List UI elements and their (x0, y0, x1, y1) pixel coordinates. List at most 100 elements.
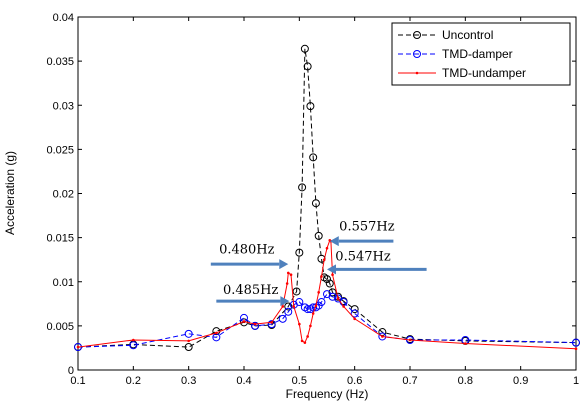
data-point-tmd-damper (295, 298, 304, 307)
y-tick-label: 0.005 (46, 321, 74, 333)
data-point-uncontrol (298, 183, 307, 192)
data-point-uncontrol (323, 275, 331, 284)
data-point-tmd-undamper (292, 305, 296, 308)
legend-marker-tmd-undamper (415, 71, 419, 75)
data-point-tmd-undamper (270, 321, 273, 324)
data-point-tmd-undamper (336, 297, 340, 300)
data-point-tmd-undamper (464, 342, 467, 345)
series-line-tmd-damper (77, 293, 577, 348)
data-point-uncontrol (328, 288, 337, 297)
annotation-arrow-head (327, 264, 336, 275)
data-point-tmd-undamper (331, 273, 334, 276)
data-point-tmd-damper (350, 309, 359, 318)
x-tick-label: 0.7 (402, 375, 417, 387)
data-point-uncontrol (300, 44, 309, 53)
data-point-tmd-undamper (317, 291, 321, 294)
data-point-uncontrol (314, 231, 323, 240)
annotation-label: 0.480Hz (219, 243, 275, 258)
x-tick-label: 0.8 (458, 375, 473, 387)
x-tick-label: 0.3 (181, 375, 196, 387)
y-tick-label: 0.02 (53, 189, 74, 201)
data-point-tmd-damper (317, 298, 326, 307)
x-tick-label: 0.9 (513, 375, 528, 387)
annotation-label: 0.547Hz (335, 250, 391, 265)
legend-label-uncontrol: Uncontrol (442, 28, 493, 42)
legend-marker-uncontrol (413, 31, 421, 39)
data-point-tmd-undamper (76, 345, 80, 349)
x-axis-ticks: 0.1 0.2 0.3 0.4 0.5 0.6 0.7 0.8 0.9 1 (70, 17, 579, 387)
x-tick-label: 0.6 (347, 375, 362, 387)
legend: Uncontrol TMD-damper TMD-undamper (391, 22, 571, 86)
data-point-uncontrol (295, 248, 304, 257)
annotation-arrow-head (280, 296, 290, 307)
data-point-uncontrol (311, 199, 320, 208)
annotation-label: 0.485Hz (223, 283, 279, 298)
data-point-tmd-undamper (325, 246, 329, 250)
x-tick-label: 0.2 (126, 375, 141, 387)
data-point-tmd-undamper (298, 322, 301, 326)
data-point-tmd-undamper (353, 317, 356, 321)
data-point-tmd-undamper (311, 312, 315, 315)
data-point-tmd-undamper (342, 305, 345, 308)
legend-label-tmd-undamper: TMD-undamper (442, 66, 526, 80)
data-point-tmd-undamper (285, 282, 289, 285)
annotation-arrow-head (329, 236, 339, 247)
data-point-uncontrol (184, 343, 193, 352)
data-point-tmd-undamper (574, 347, 578, 351)
data-point-tmd-undamper (215, 331, 218, 335)
legend-marker-tmd-damper (413, 50, 421, 58)
x-tick-label: 0.1 (70, 375, 85, 387)
data-point-tmd-undamper (132, 338, 135, 342)
annotation-label: 0.557Hz (339, 220, 395, 235)
data-point-uncontrol (284, 302, 293, 311)
y-tick-label: 0.04 (53, 12, 74, 24)
annotation-layer: 0.480Hz 0.485Hz 0.557Hz 0.547Hz (210, 220, 427, 307)
data-point-tmd-undamper (242, 320, 246, 323)
data-point-tmd-undamper (306, 335, 309, 338)
x-tick-label: 0.5 (292, 375, 307, 387)
data-point-tmd-undamper (314, 304, 318, 307)
data-point-tmd-damper (303, 305, 312, 314)
y-tick-label: 0.035 (46, 56, 74, 68)
data-point-tmd-damper (267, 320, 276, 329)
data-point-tmd-undamper (289, 273, 293, 276)
legend-label-tmd-damper: TMD-damper (442, 47, 513, 61)
data-point-tmd-undamper (322, 258, 326, 261)
y-tick-label: 0.03 (53, 100, 74, 112)
data-point-tmd-damper (572, 338, 580, 347)
annotation-arrow-head (279, 259, 289, 270)
data-point-tmd-undamper (303, 341, 307, 344)
data-point-tmd-undamper (300, 339, 304, 343)
data-point-tmd-damper (278, 314, 287, 323)
data-point-tmd-undamper (408, 338, 412, 342)
legend-box (391, 22, 571, 86)
data-point-tmd-damper (184, 329, 193, 338)
y-axis-ticks: 0 0.005 0.01 0.015 0.02 0.025 0.03 0.035 0.04 (46, 12, 576, 377)
data-point-uncontrol (309, 153, 318, 162)
data-point-tmd-undamper (187, 339, 190, 343)
data-point-uncontrol (303, 62, 312, 71)
y-tick-label: 0.015 (46, 233, 74, 245)
y-tick-label: 0 (68, 365, 74, 377)
data-point-tmd-undamper (286, 271, 290, 275)
data-point-tmd-damper (309, 303, 318, 312)
data-point-uncontrol (292, 287, 301, 296)
series-layer (74, 44, 580, 352)
data-point-tmd-undamper (320, 275, 323, 278)
data-point-tmd-damper (328, 292, 337, 301)
data-point-tmd-undamper (309, 324, 312, 328)
data-point-uncontrol (325, 279, 334, 288)
data-point-tmd-damper (334, 294, 343, 303)
y-axis-label: Acceleration (g) (3, 151, 17, 235)
x-tick-label: 1 (573, 375, 579, 387)
data-point-tmd-damper (251, 321, 260, 330)
data-point-tmd-undamper (253, 322, 257, 326)
data-point-tmd-undamper (381, 335, 384, 338)
x-axis-label: Frequency (Hz) (286, 387, 369, 401)
y-tick-label: 0.025 (46, 144, 74, 156)
x-tick-label: 0.4 (236, 375, 251, 387)
y-tick-label: 0.01 (53, 277, 74, 289)
data-point-tmd-damper (129, 341, 138, 350)
data-point-tmd-damper (284, 307, 293, 316)
